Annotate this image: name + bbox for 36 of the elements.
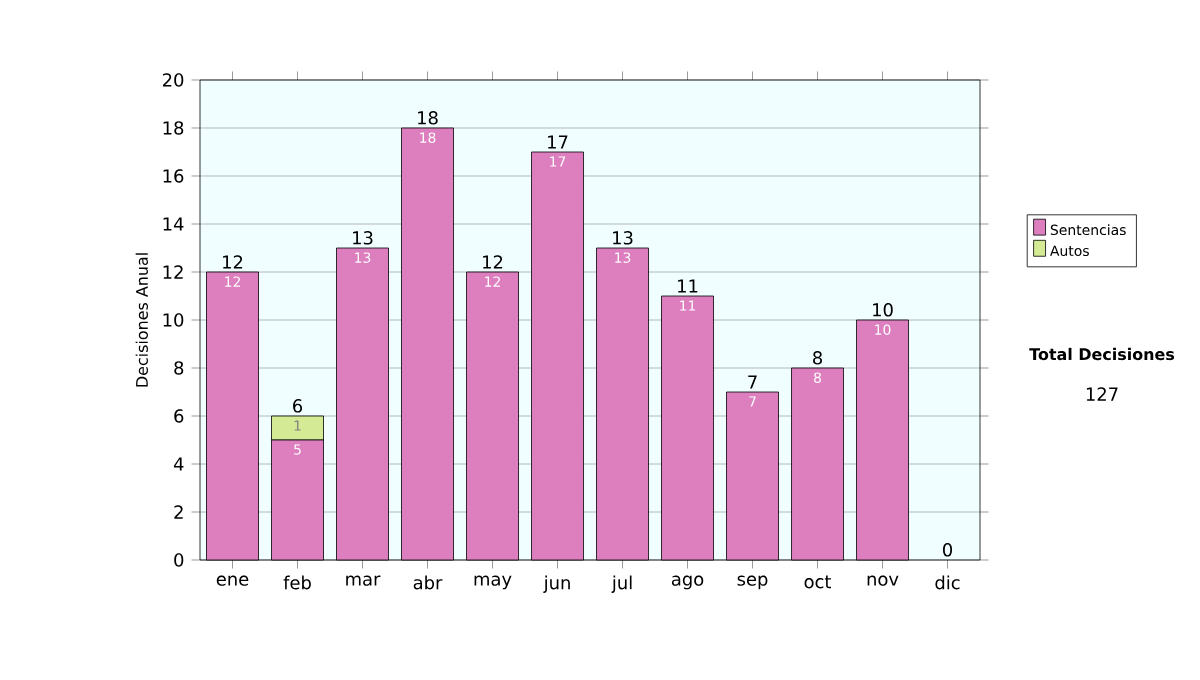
- x-tick-label: jun: [543, 575, 570, 593]
- y-tick-label: 10: [163, 313, 184, 327]
- total-label: 18: [418, 111, 438, 125]
- x-tick-label: abr: [413, 575, 443, 590]
- y-tick-label: 12: [163, 265, 183, 279]
- total-label: 10: [873, 303, 893, 317]
- x-tick-label: ago: [671, 575, 704, 590]
- total-label: 12: [223, 255, 243, 269]
- total-label: 8: [813, 351, 822, 365]
- total-label: 13: [353, 231, 373, 245]
- y-tick-label: 0: [174, 553, 184, 567]
- y-tick-label: 20: [162, 73, 184, 87]
- y-tick-label: 18: [163, 121, 184, 135]
- total-label: 17: [548, 135, 568, 149]
- x-tick-label: mar: [346, 575, 381, 586]
- x-tick-label: feb: [283, 575, 311, 590]
- total-label: 13: [613, 231, 633, 245]
- x-tick-label: nov: [867, 575, 899, 586]
- text: 127: [1086, 387, 1118, 401]
- x-tick-label: may: [474, 575, 512, 590]
- y-tick-label: 16: [163, 169, 184, 183]
- y-tick-label: 2: [174, 505, 183, 519]
- x-tick-label: jul: [611, 575, 632, 593]
- y-tick-label: 8: [174, 361, 184, 375]
- y-tick-label: 14: [163, 217, 184, 231]
- x-tick-label: sep: [737, 575, 768, 590]
- total-label: 7: [748, 375, 757, 389]
- total-label: 11: [678, 279, 698, 293]
- total-label: 12: [483, 255, 503, 269]
- total-label: 0: [943, 543, 953, 557]
- x-tick-label: ene: [216, 575, 249, 586]
- y-tick-label: 4: [173, 457, 184, 471]
- x-tick-label: dic: [935, 575, 960, 590]
- total-label: 6: [293, 399, 303, 413]
- y-tick-label: 6: [174, 409, 184, 423]
- x-tick-label: oct: [804, 575, 832, 589]
